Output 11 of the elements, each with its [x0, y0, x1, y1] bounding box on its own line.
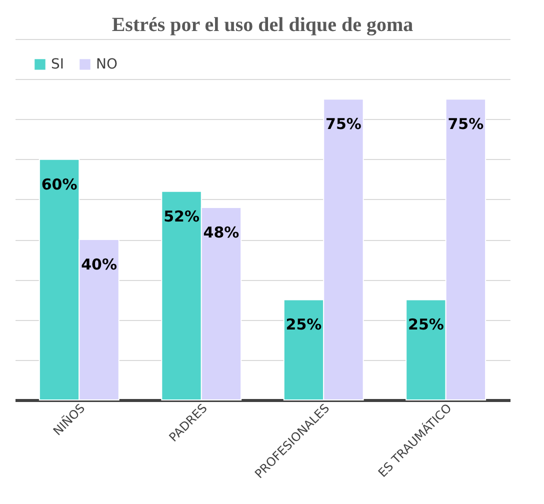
legend-label: NO [96, 56, 118, 72]
data-label: 25% [286, 316, 322, 334]
chart-title: Estrés por el uso del dique de goma [112, 14, 414, 36]
data-label: 75% [326, 115, 362, 134]
data-label: 52% [164, 207, 200, 226]
data-label: 60% [41, 175, 78, 194]
data-label: 48% [203, 223, 240, 242]
legend-label: SI [51, 56, 64, 72]
data-label: 25% [408, 316, 444, 334]
data-label: 40% [81, 256, 117, 274]
data-label: 75% [448, 115, 484, 134]
